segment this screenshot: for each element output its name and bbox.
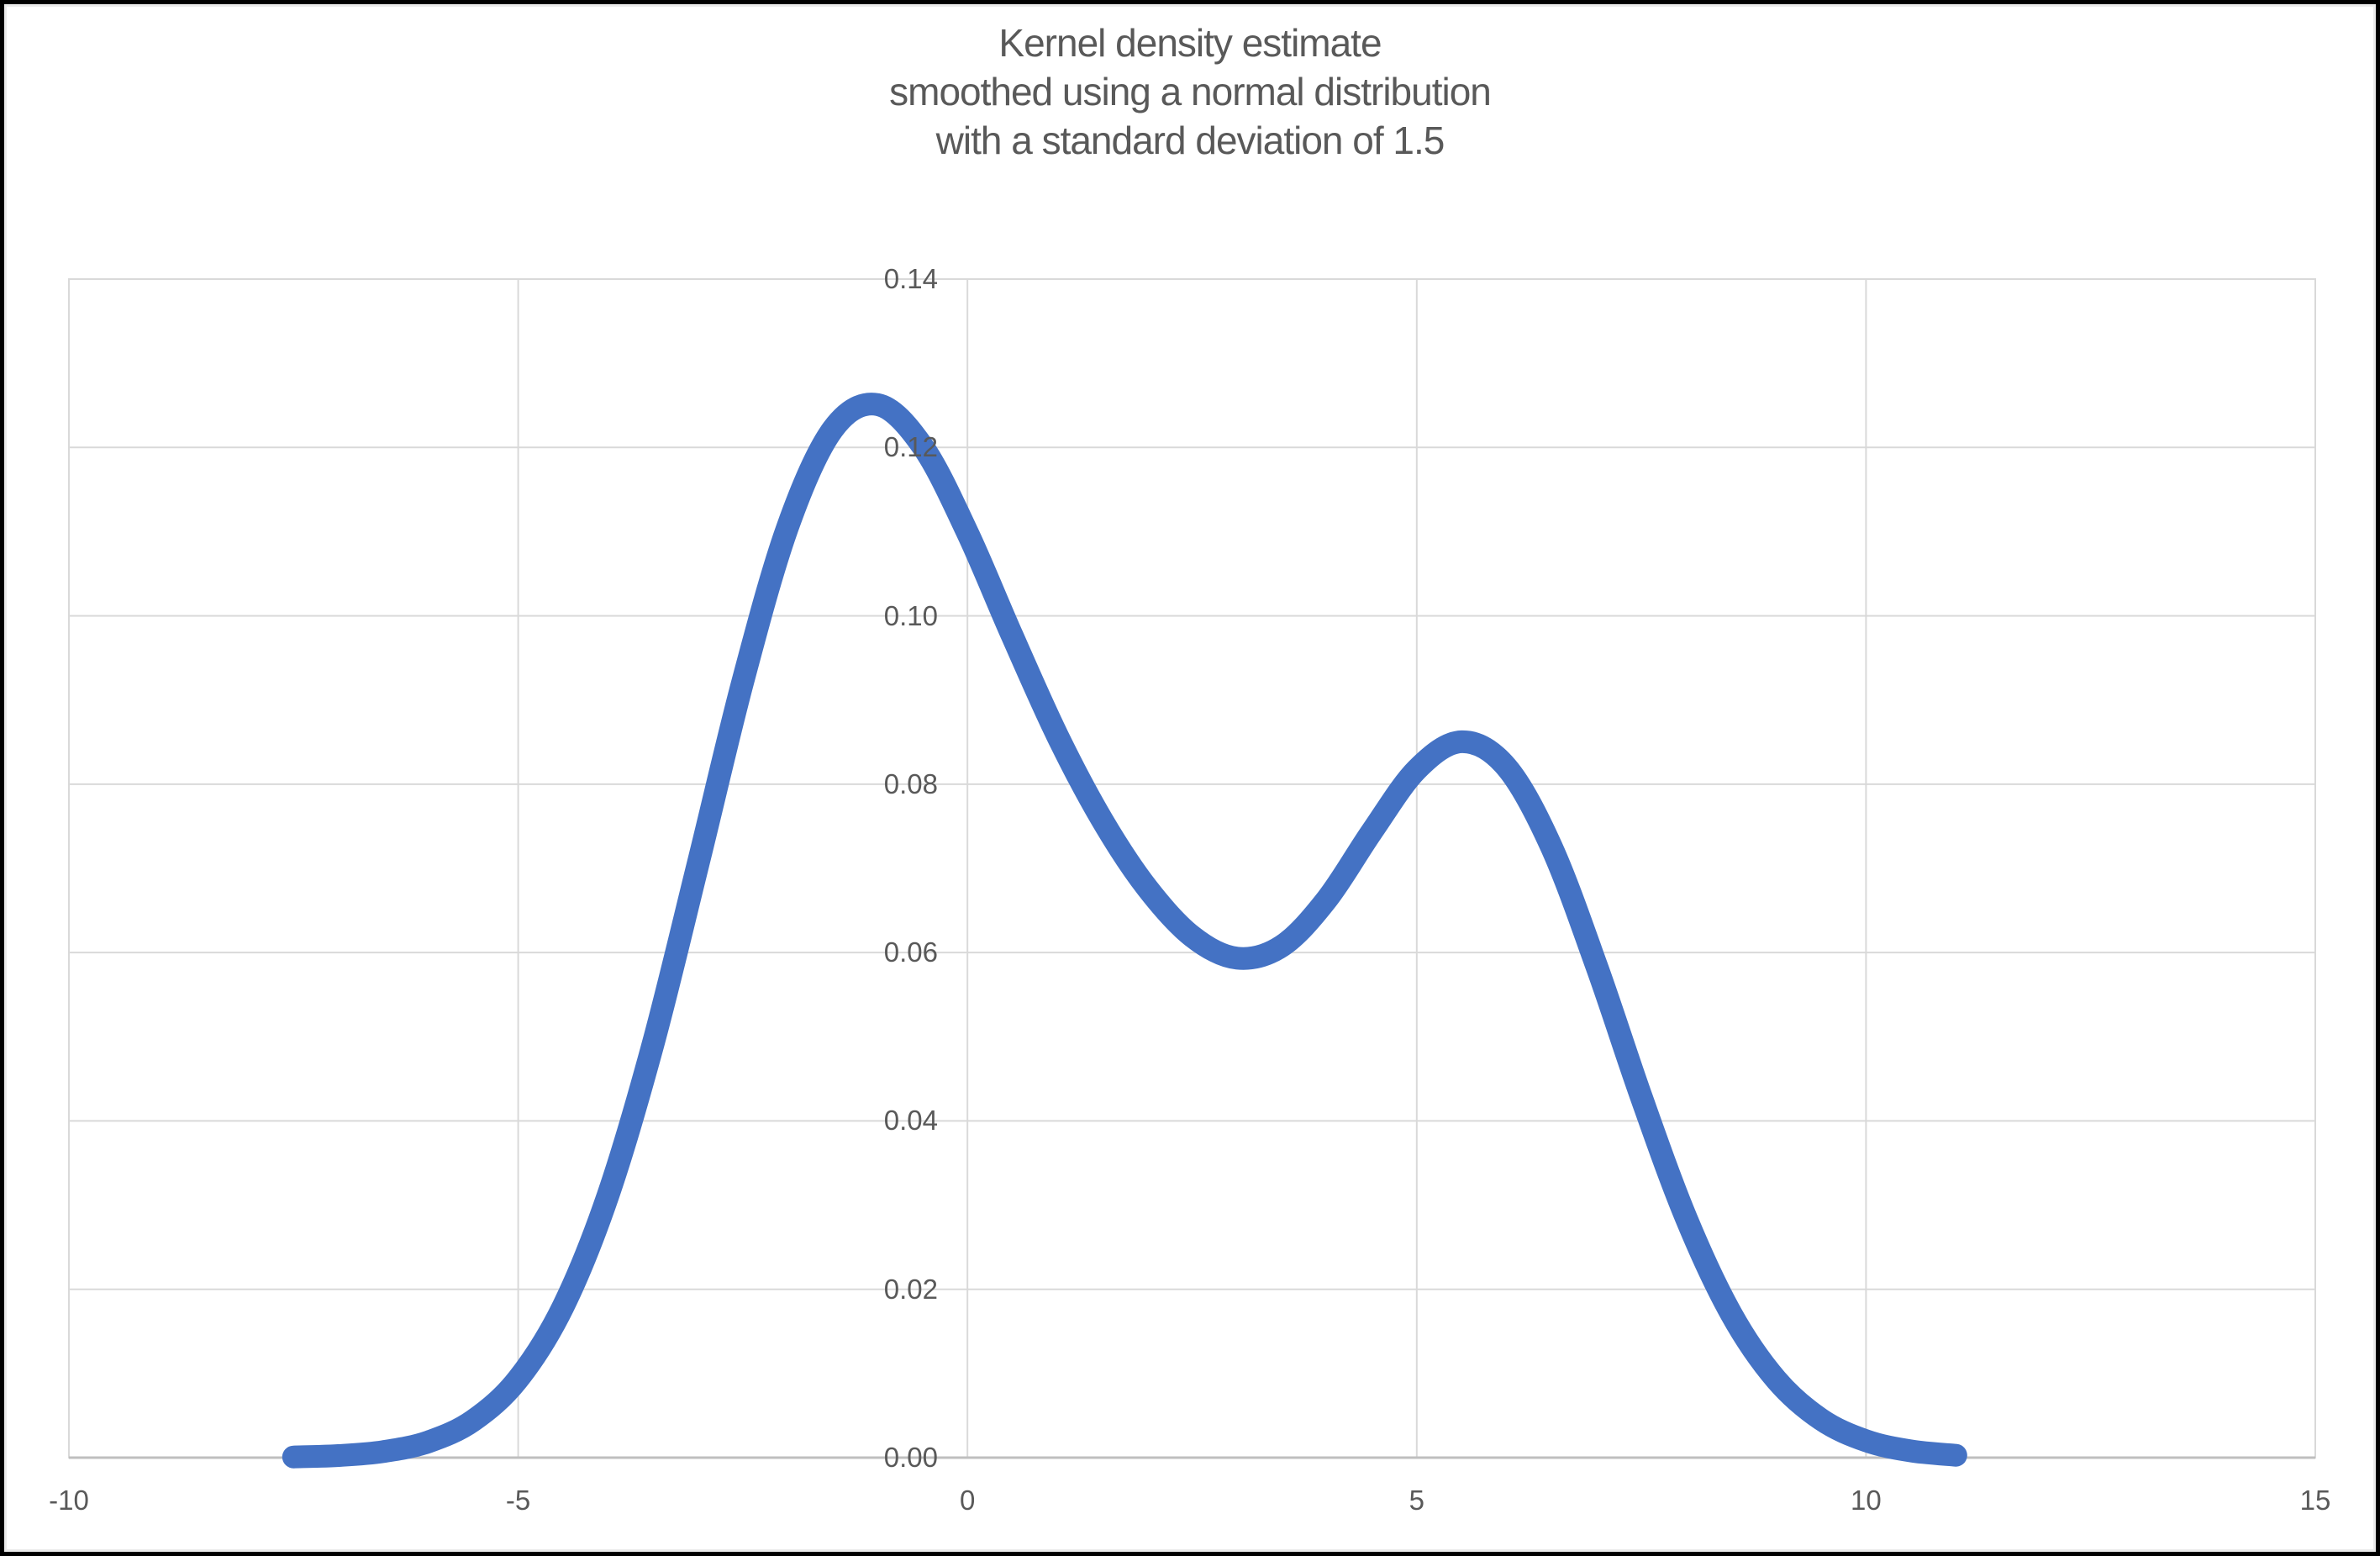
y-tick-label: 0.14 xyxy=(883,263,938,294)
chart-title-line-2: smoothed using a normal distribution xyxy=(889,70,1492,113)
y-tick-label: 0.02 xyxy=(883,1273,938,1305)
chart-title-line-1: Kernel density estimate xyxy=(998,21,1382,65)
x-tick-label: 5 xyxy=(1409,1485,1424,1516)
x-tick-label: 0 xyxy=(960,1485,976,1516)
y-tick-label: 0.00 xyxy=(883,1442,938,1473)
kde-curve xyxy=(282,393,1967,1469)
y-tick-label: 0.10 xyxy=(883,599,938,631)
x-tick-label: -10 xyxy=(49,1485,89,1516)
plot-border xyxy=(68,278,2316,1458)
y-tick-label: 0.04 xyxy=(883,1105,938,1137)
plot-area xyxy=(68,278,2316,1469)
y-tick-label: 0.08 xyxy=(883,767,938,799)
x-tick-label: -5 xyxy=(505,1485,531,1516)
y-tick-label: 0.12 xyxy=(883,431,938,463)
y-tick-label: 0.06 xyxy=(883,936,938,968)
chart-title-line-3: with a standard deviation of 1.5 xyxy=(935,119,1445,162)
x-tick-label: 10 xyxy=(1851,1485,1882,1516)
x-tick-label: 15 xyxy=(2299,1485,2331,1516)
chart-title: Kernel density estimate smoothed using a… xyxy=(0,18,2380,165)
